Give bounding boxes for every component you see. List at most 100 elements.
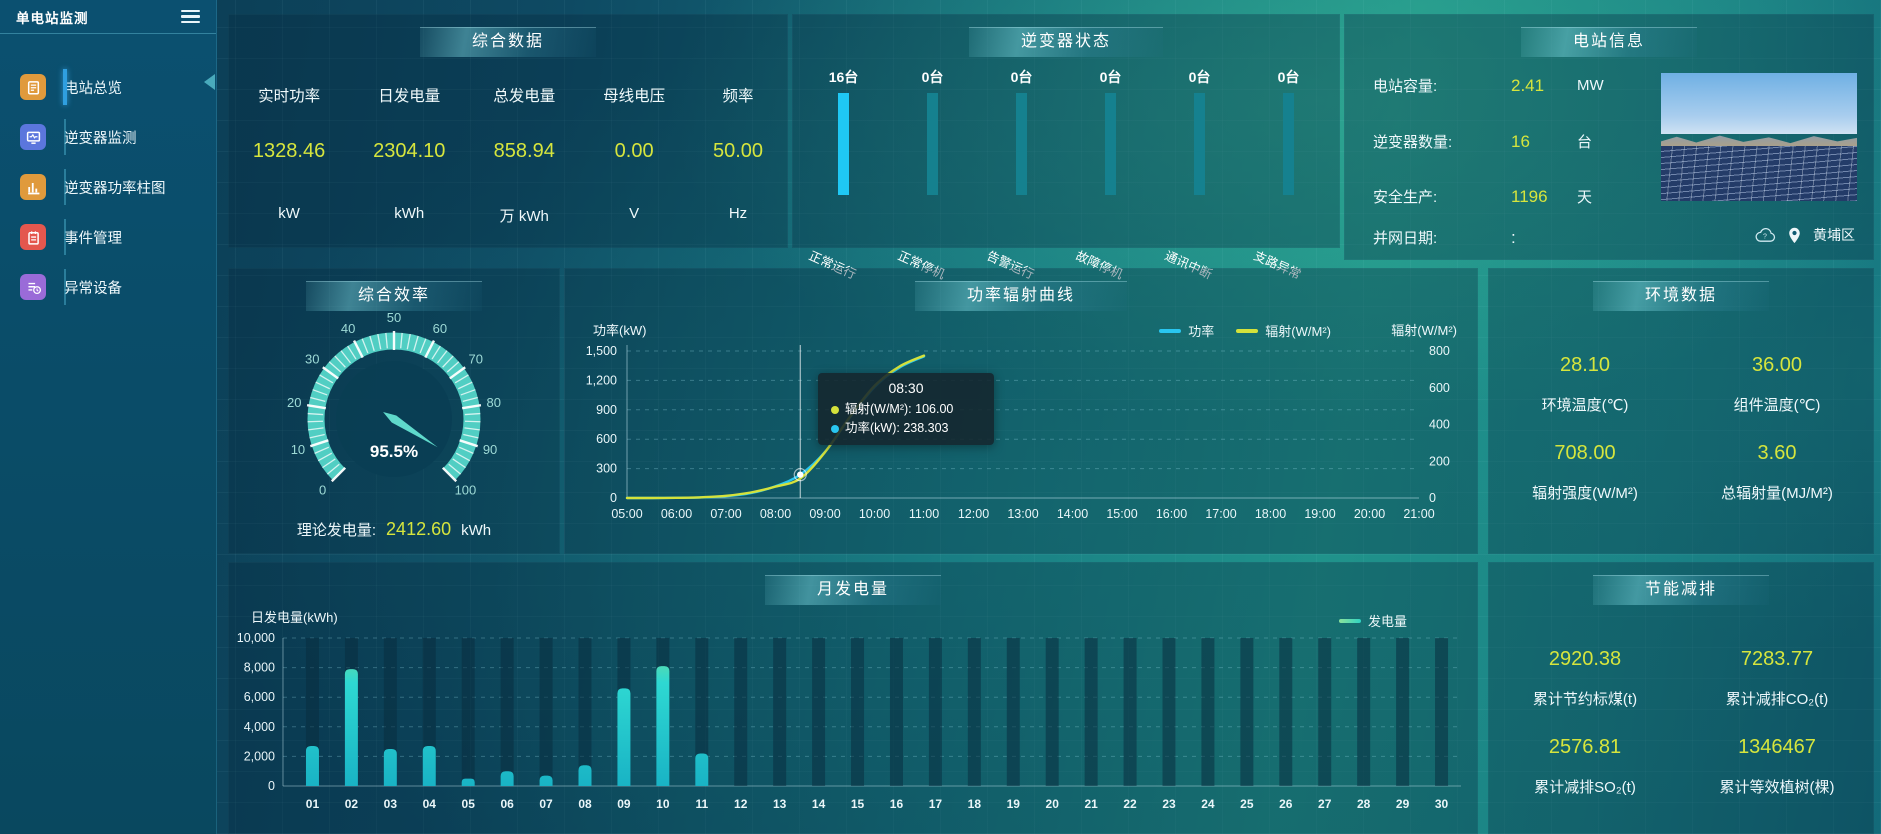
panel-title: 综合数据: [419, 27, 597, 57]
sidebar-item-abnormal-device[interactable]: 异常设备: [0, 262, 216, 312]
station-capacity-row: 电站容量: 2.41 MW: [1373, 75, 1604, 96]
efficiency-gauge[interactable]: 0 10 20 30 40 50 60 70 80 90 100 95.5%: [229, 269, 559, 513]
svg-text:0: 0: [610, 491, 617, 505]
svg-text:6,000: 6,000: [244, 690, 275, 704]
metric-value: 2920.38: [1548, 648, 1622, 670]
svg-text:18: 18: [968, 797, 982, 811]
svg-text:11:00: 11:00: [909, 507, 939, 521]
legend-item-power[interactable]: 功率: [1159, 321, 1214, 340]
metric-label: 辐射强度(W/M²): [1532, 485, 1638, 502]
svg-text:18:00: 18:00: [1255, 507, 1286, 521]
svg-text:1,200: 1,200: [586, 373, 617, 387]
metric-label: 组件温度(℃): [1733, 397, 1821, 414]
svg-text:600: 600: [1429, 381, 1450, 395]
env-radiation-intensity: 708.00 辐射强度(W/M²): [1489, 441, 1681, 503]
svg-text:0: 0: [268, 779, 275, 793]
svg-text:15: 15: [851, 797, 865, 811]
env-total-radiation: 3.60 总辐射量(MJ/M²): [1681, 441, 1873, 503]
metric-label: 频率: [722, 88, 754, 105]
inverter-status-branch-abnormal: 0台 支路异常: [1251, 61, 1325, 282]
svg-text:90: 90: [483, 442, 497, 457]
svg-text:11: 11: [695, 797, 708, 811]
info-value: 16: [1511, 131, 1530, 151]
panel-inverter-status: 逆变器状态 16台 正常运行 0台 正常停机 0台 告警运行 0台 故障停机: [792, 14, 1340, 282]
location-pin-icon[interactable]: [1788, 227, 1801, 244]
info-value: 2.41: [1511, 75, 1545, 95]
saving-metrics: 2920.38 累计节约标煤(t) 7283.77 累计减排CO₂(t) 257…: [1489, 647, 1873, 797]
sidebar: 单电站监测 电站总览 逆变器监测: [0, 0, 217, 834]
metric-value: 7283.77: [1740, 648, 1814, 670]
svg-text:17:00: 17:00: [1205, 507, 1236, 521]
svg-text:06: 06: [500, 797, 514, 811]
panel-summary-data: 综合数据 实时功率 1328.46 kW 日发电量 2304.10 kWh 总发…: [228, 14, 788, 248]
metric-unit: 万 kWh: [499, 208, 549, 225]
metric-value: 0.00: [614, 140, 654, 162]
svg-text:80: 80: [487, 395, 501, 410]
inverter-count-row: 逆变器数量: 16 台: [1373, 131, 1592, 152]
metric-label: 累计减排CO₂(t): [1725, 691, 1829, 708]
svg-text:20: 20: [1046, 797, 1060, 811]
svg-text:22: 22: [1123, 797, 1137, 811]
abnormal-device-icon: [20, 274, 46, 300]
sidebar-item-label: 逆变器监测: [64, 130, 137, 147]
metric-value: 50.00: [712, 140, 764, 162]
inverter-power-bars-icon: [20, 174, 46, 200]
sidebar-header: 单电站监测: [0, 0, 216, 34]
sidebar-collapse-arrow[interactable]: [204, 74, 215, 90]
sidebar-nav: 电站总览 逆变器监测 逆变器功率柱图 事: [0, 34, 216, 312]
menu-toggle-icon[interactable]: [181, 10, 200, 23]
metric-unit: Hz: [728, 205, 748, 222]
sidebar-item-label: 电站总览: [64, 80, 122, 97]
svg-text:02: 02: [345, 797, 359, 811]
inverter-monitor-icon: [20, 124, 46, 150]
divider: [64, 169, 66, 205]
footer-label: 理论发电量:: [296, 522, 377, 539]
svg-text:10,000: 10,000: [237, 631, 275, 645]
svg-text:07:00: 07:00: [710, 507, 741, 521]
metric-value: 28.10: [1559, 354, 1611, 376]
svg-text:10: 10: [656, 797, 670, 811]
svg-text:21:00: 21:00: [1403, 507, 1434, 521]
svg-text:60: 60: [433, 321, 447, 336]
power-radiation-chart[interactable]: 0 300 600 900 1,200 1,500 0 200 400 600 800 05:00 06…: [565, 269, 1477, 553]
legend-item-radiation[interactable]: 辐射(W/M²): [1236, 321, 1331, 340]
legend-label: 发电量: [1367, 614, 1407, 629]
svg-text:14: 14: [812, 797, 826, 811]
metric-value: 2304.10: [373, 140, 446, 162]
metric-label: 累计减排SO₂(t): [1534, 779, 1636, 796]
metric-realtime-power: 实时功率 1328.46 kW: [253, 70, 325, 226]
svg-text:0: 0: [1429, 491, 1436, 505]
sidebar-item-inverter-power-bars[interactable]: 逆变器功率柱图: [0, 162, 216, 212]
status-bar: [1194, 93, 1205, 195]
tooltip-time: 08:30: [888, 380, 924, 396]
legend-swatch: [1338, 618, 1361, 623]
svg-text:07: 07: [539, 797, 553, 811]
svg-text:13: 13: [773, 797, 787, 811]
svg-text:12:00: 12:00: [958, 507, 989, 521]
metric-label: 母线电压: [603, 88, 666, 105]
panel-power-radiation-curve: 功率辐射曲线 0 300 600 900 1,200 1,500 0 200 400 600 800…: [564, 268, 1478, 554]
status-count: 16台: [828, 69, 859, 85]
metric-unit: kW: [278, 205, 300, 222]
legend-label: 辐射(W/M²): [1265, 324, 1331, 339]
sidebar-item-inverter-monitor[interactable]: 逆变器监测: [0, 112, 216, 162]
svg-text:16:00: 16:00: [1156, 507, 1187, 521]
monthly-energy-chart[interactable]: 0 2,000 4,000 6,000 8,000 10,000 日发电量(kWh) 01 02…: [229, 563, 1477, 833]
svg-text:50: 50: [387, 310, 401, 325]
info-label: 电站容量:: [1373, 78, 1438, 95]
bar-chart-legend: 发电量: [1338, 611, 1407, 630]
svg-text:05: 05: [462, 797, 476, 811]
svg-text:15:00: 15:00: [1106, 507, 1137, 521]
sidebar-item-event-management[interactable]: 事件管理: [0, 212, 216, 262]
panel-environment-data: 环境数据 28.10 环境温度(℃) 36.00 组件温度(℃) 708.00 …: [1488, 268, 1874, 554]
svg-text:03: 03: [384, 797, 398, 811]
legend-item-energy[interactable]: 发电量: [1338, 611, 1407, 630]
panel-title: 逆变器状态: [968, 27, 1164, 57]
metric-daily-energy: 日发电量 2304.10 kWh: [373, 70, 445, 226]
metric-frequency: 频率 50.00 Hz: [713, 70, 763, 226]
svg-text:30: 30: [1435, 797, 1449, 811]
inverter-status-bars: 16台 正常运行 0台 正常停机 0台 告警运行 0台 故障停机 0台: [799, 61, 1333, 282]
sidebar-item-station-overview[interactable]: 电站总览: [0, 62, 216, 112]
svg-text:30: 30: [305, 352, 319, 367]
